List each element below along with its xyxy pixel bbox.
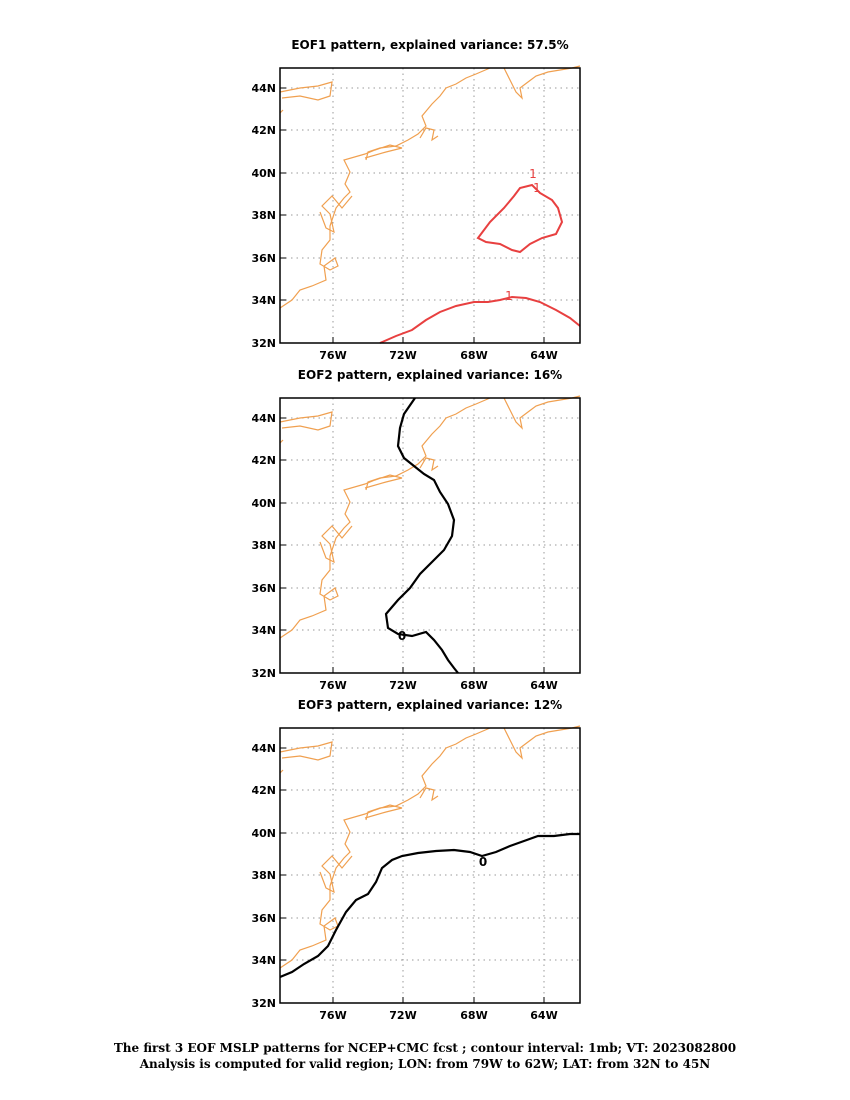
coastline xyxy=(279,395,581,639)
caption-line-2: Analysis is computed for valid region; L… xyxy=(139,1057,711,1071)
lat-tick-label: 42N xyxy=(251,124,276,137)
eof1-contour-label-mid: 1 xyxy=(533,181,541,195)
lat-tick-label: 42N xyxy=(251,784,276,797)
lat-axis: 44N 42N 40N 38N 36N 34N 32N xyxy=(251,412,286,680)
eof2-contours xyxy=(384,397,459,674)
lon-tick-label: 76W xyxy=(319,1009,346,1022)
lat-axis: 44N 42N 40N 38N 36N 34N 32N xyxy=(251,82,286,350)
eof2-map: 0 44N 42N 40N 38N 36N 34N 32N 76W 72W 68… xyxy=(251,395,581,692)
figure-caption: The first 3 EOF MSLP patterns for NCEP+C… xyxy=(0,1040,850,1072)
coastline xyxy=(279,725,581,969)
eof3-contour-label: 0 xyxy=(479,855,487,869)
lon-tick-label: 64W xyxy=(530,349,557,362)
eof3-contours xyxy=(279,832,580,979)
lon-tick-label: 76W xyxy=(319,679,346,692)
panel-2-title: EOF2 pattern, explained variance: 16% xyxy=(297,368,563,382)
lat-tick-label: 36N xyxy=(251,912,276,925)
caption-line-1: The first 3 EOF MSLP patterns for NCEP+C… xyxy=(113,1041,737,1055)
lat-tick-label: 38N xyxy=(251,209,276,222)
lat-tick-label: 34N xyxy=(251,624,276,637)
panel-1-title: EOF1 pattern, explained variance: 57.5% xyxy=(291,38,569,52)
map-frame xyxy=(279,397,581,674)
eof2-contour-label: 0 xyxy=(398,629,406,643)
lon-tick-label: 68W xyxy=(460,349,487,362)
lon-tick-label: 64W xyxy=(530,679,557,692)
map-frame xyxy=(279,67,581,344)
lon-tick-label: 68W xyxy=(460,679,487,692)
lat-tick-label: 36N xyxy=(251,252,276,265)
lat-axis: 44N 42N 40N 38N 36N 34N 32N xyxy=(251,742,286,1010)
grid-lines xyxy=(280,68,580,343)
lon-axis: 76W 72W 68W 64W xyxy=(319,667,558,692)
lat-tick-label: 34N xyxy=(251,954,276,967)
lat-tick-label: 36N xyxy=(251,582,276,595)
lon-axis: 76W 72W 68W 64W xyxy=(319,997,558,1022)
coastline xyxy=(279,65,581,309)
lat-tick-label: 32N xyxy=(251,997,276,1010)
lat-tick-label: 34N xyxy=(251,294,276,307)
lat-tick-label: 38N xyxy=(251,539,276,552)
lon-tick-label: 64W xyxy=(530,1009,557,1022)
lat-tick-label: 38N xyxy=(251,869,276,882)
lat-tick-label: 40N xyxy=(251,167,276,180)
eof1-contour-label-top: 1 xyxy=(529,167,537,181)
lon-tick-label: 72W xyxy=(389,349,416,362)
lat-tick-label: 42N xyxy=(251,454,276,467)
panel-3-title: EOF3 pattern, explained variance: 12% xyxy=(297,698,563,712)
lat-tick-label: 44N xyxy=(251,82,276,95)
map-frame xyxy=(279,727,581,1004)
lon-axis: 76W 72W 68W 64W xyxy=(319,337,558,362)
lat-tick-label: 44N xyxy=(251,412,276,425)
lat-tick-label: 32N xyxy=(251,337,276,350)
grid-lines xyxy=(280,398,580,673)
eof1-map: 1 1 1 44N 42N 40N 38N 36N 34N 32N 76W 72… xyxy=(251,65,581,362)
lon-tick-label: 72W xyxy=(389,679,416,692)
eof1-contour-label-bottom: 1 xyxy=(505,289,513,303)
lat-tick-label: 40N xyxy=(251,497,276,510)
lon-tick-label: 76W xyxy=(319,349,346,362)
eof1-contours xyxy=(379,183,581,344)
eof3-map: 0 44N 42N 40N 38N 36N 34N 32N 76W 72W 68… xyxy=(251,725,581,1022)
lon-tick-label: 68W xyxy=(460,1009,487,1022)
grid-lines xyxy=(280,728,580,1003)
lon-tick-label: 72W xyxy=(389,1009,416,1022)
lat-tick-label: 32N xyxy=(251,667,276,680)
lat-tick-label: 40N xyxy=(251,827,276,840)
lat-tick-label: 44N xyxy=(251,742,276,755)
